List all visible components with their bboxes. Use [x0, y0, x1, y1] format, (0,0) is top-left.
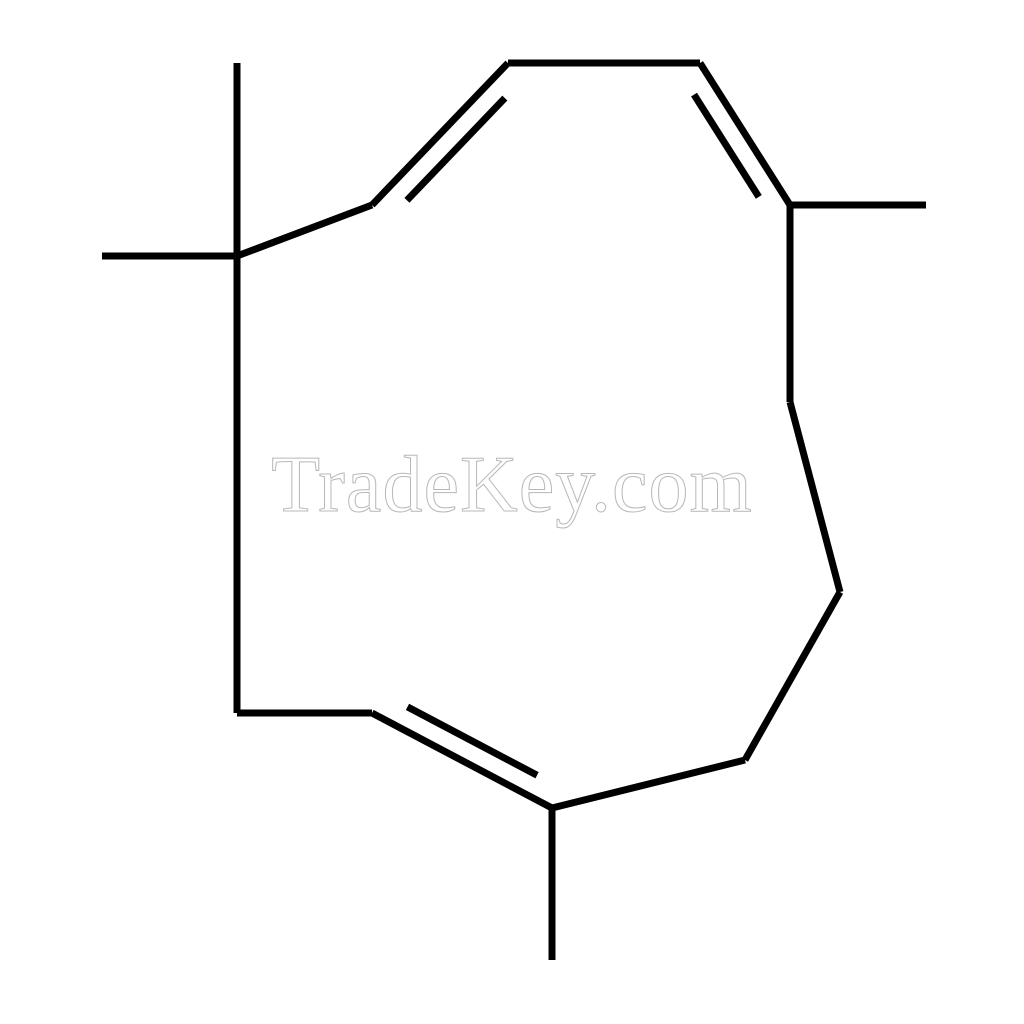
molecule-svg — [0, 0, 1024, 1024]
diagram-canvas: TradeKey.com — [0, 0, 1024, 1024]
